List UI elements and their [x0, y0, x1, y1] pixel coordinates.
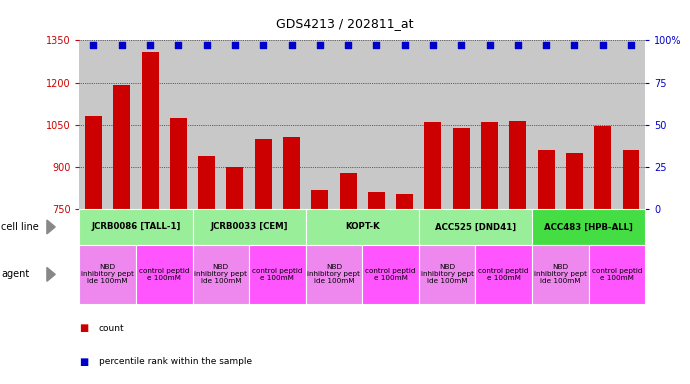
Text: ACC525 [DND41]: ACC525 [DND41]: [435, 222, 516, 232]
Text: NBD
inhibitory pept
ide 100mM: NBD inhibitory pept ide 100mM: [421, 264, 473, 285]
Text: ■: ■: [79, 323, 88, 333]
Point: [569, 42, 580, 48]
Bar: [255, 139, 272, 209]
Bar: [339, 173, 357, 209]
Text: NBD
inhibitory pept
ide 100mM: NBD inhibitory pept ide 100mM: [308, 264, 360, 285]
Text: control peptid
e 100mM: control peptid e 100mM: [365, 268, 416, 281]
Point: [172, 42, 184, 48]
Text: NBD
inhibitory pept
ide 100mM: NBD inhibitory pept ide 100mM: [534, 264, 586, 285]
Text: agent: agent: [1, 269, 30, 280]
Point: [145, 42, 156, 48]
Point: [512, 42, 524, 48]
Bar: [170, 118, 187, 209]
Text: JCRB0033 [CEM]: JCRB0033 [CEM]: [210, 222, 288, 232]
Point: [484, 42, 495, 48]
Text: NBD
inhibitory pept
ide 100mM: NBD inhibitory pept ide 100mM: [195, 264, 247, 285]
Bar: [283, 137, 300, 209]
Point: [400, 42, 411, 48]
Polygon shape: [47, 220, 55, 234]
Point: [343, 42, 354, 48]
Bar: [509, 121, 526, 209]
Bar: [622, 150, 640, 209]
Bar: [396, 194, 413, 209]
Bar: [566, 153, 583, 209]
Bar: [538, 150, 555, 209]
Text: GDS4213 / 202811_at: GDS4213 / 202811_at: [276, 17, 414, 30]
Bar: [453, 127, 470, 209]
Text: control peptid
e 100mM: control peptid e 100mM: [478, 268, 529, 281]
Bar: [594, 126, 611, 209]
Bar: [85, 116, 102, 209]
Point: [286, 42, 297, 48]
Bar: [141, 51, 159, 209]
Point: [315, 42, 326, 48]
Point: [456, 42, 467, 48]
Point: [116, 42, 128, 48]
Bar: [198, 156, 215, 209]
Text: cell line: cell line: [1, 222, 39, 232]
Text: NBD
inhibitory pept
ide 100mM: NBD inhibitory pept ide 100mM: [81, 264, 134, 285]
Point: [230, 42, 241, 48]
Text: control peptid
e 100mM: control peptid e 100mM: [139, 268, 190, 281]
Polygon shape: [47, 267, 55, 281]
Text: control peptid
e 100mM: control peptid e 100mM: [591, 268, 642, 281]
Text: control peptid
e 100mM: control peptid e 100mM: [252, 268, 303, 281]
Text: ■: ■: [79, 357, 88, 367]
Bar: [226, 167, 244, 209]
Point: [428, 42, 439, 48]
Bar: [424, 122, 442, 209]
Point: [371, 42, 382, 48]
Bar: [368, 192, 385, 209]
Bar: [311, 190, 328, 209]
Point: [598, 42, 609, 48]
Point: [541, 42, 552, 48]
Text: ACC483 [HPB-ALL]: ACC483 [HPB-ALL]: [544, 222, 633, 232]
Point: [258, 42, 269, 48]
Bar: [481, 122, 498, 209]
Bar: [113, 85, 130, 209]
Point: [88, 42, 99, 48]
Point: [201, 42, 213, 48]
Text: KOPT-K: KOPT-K: [345, 222, 380, 232]
Text: percentile rank within the sample: percentile rank within the sample: [99, 357, 252, 366]
Text: JCRB0086 [TALL-1]: JCRB0086 [TALL-1]: [91, 222, 181, 232]
Point: [626, 42, 637, 48]
Text: count: count: [99, 324, 124, 333]
